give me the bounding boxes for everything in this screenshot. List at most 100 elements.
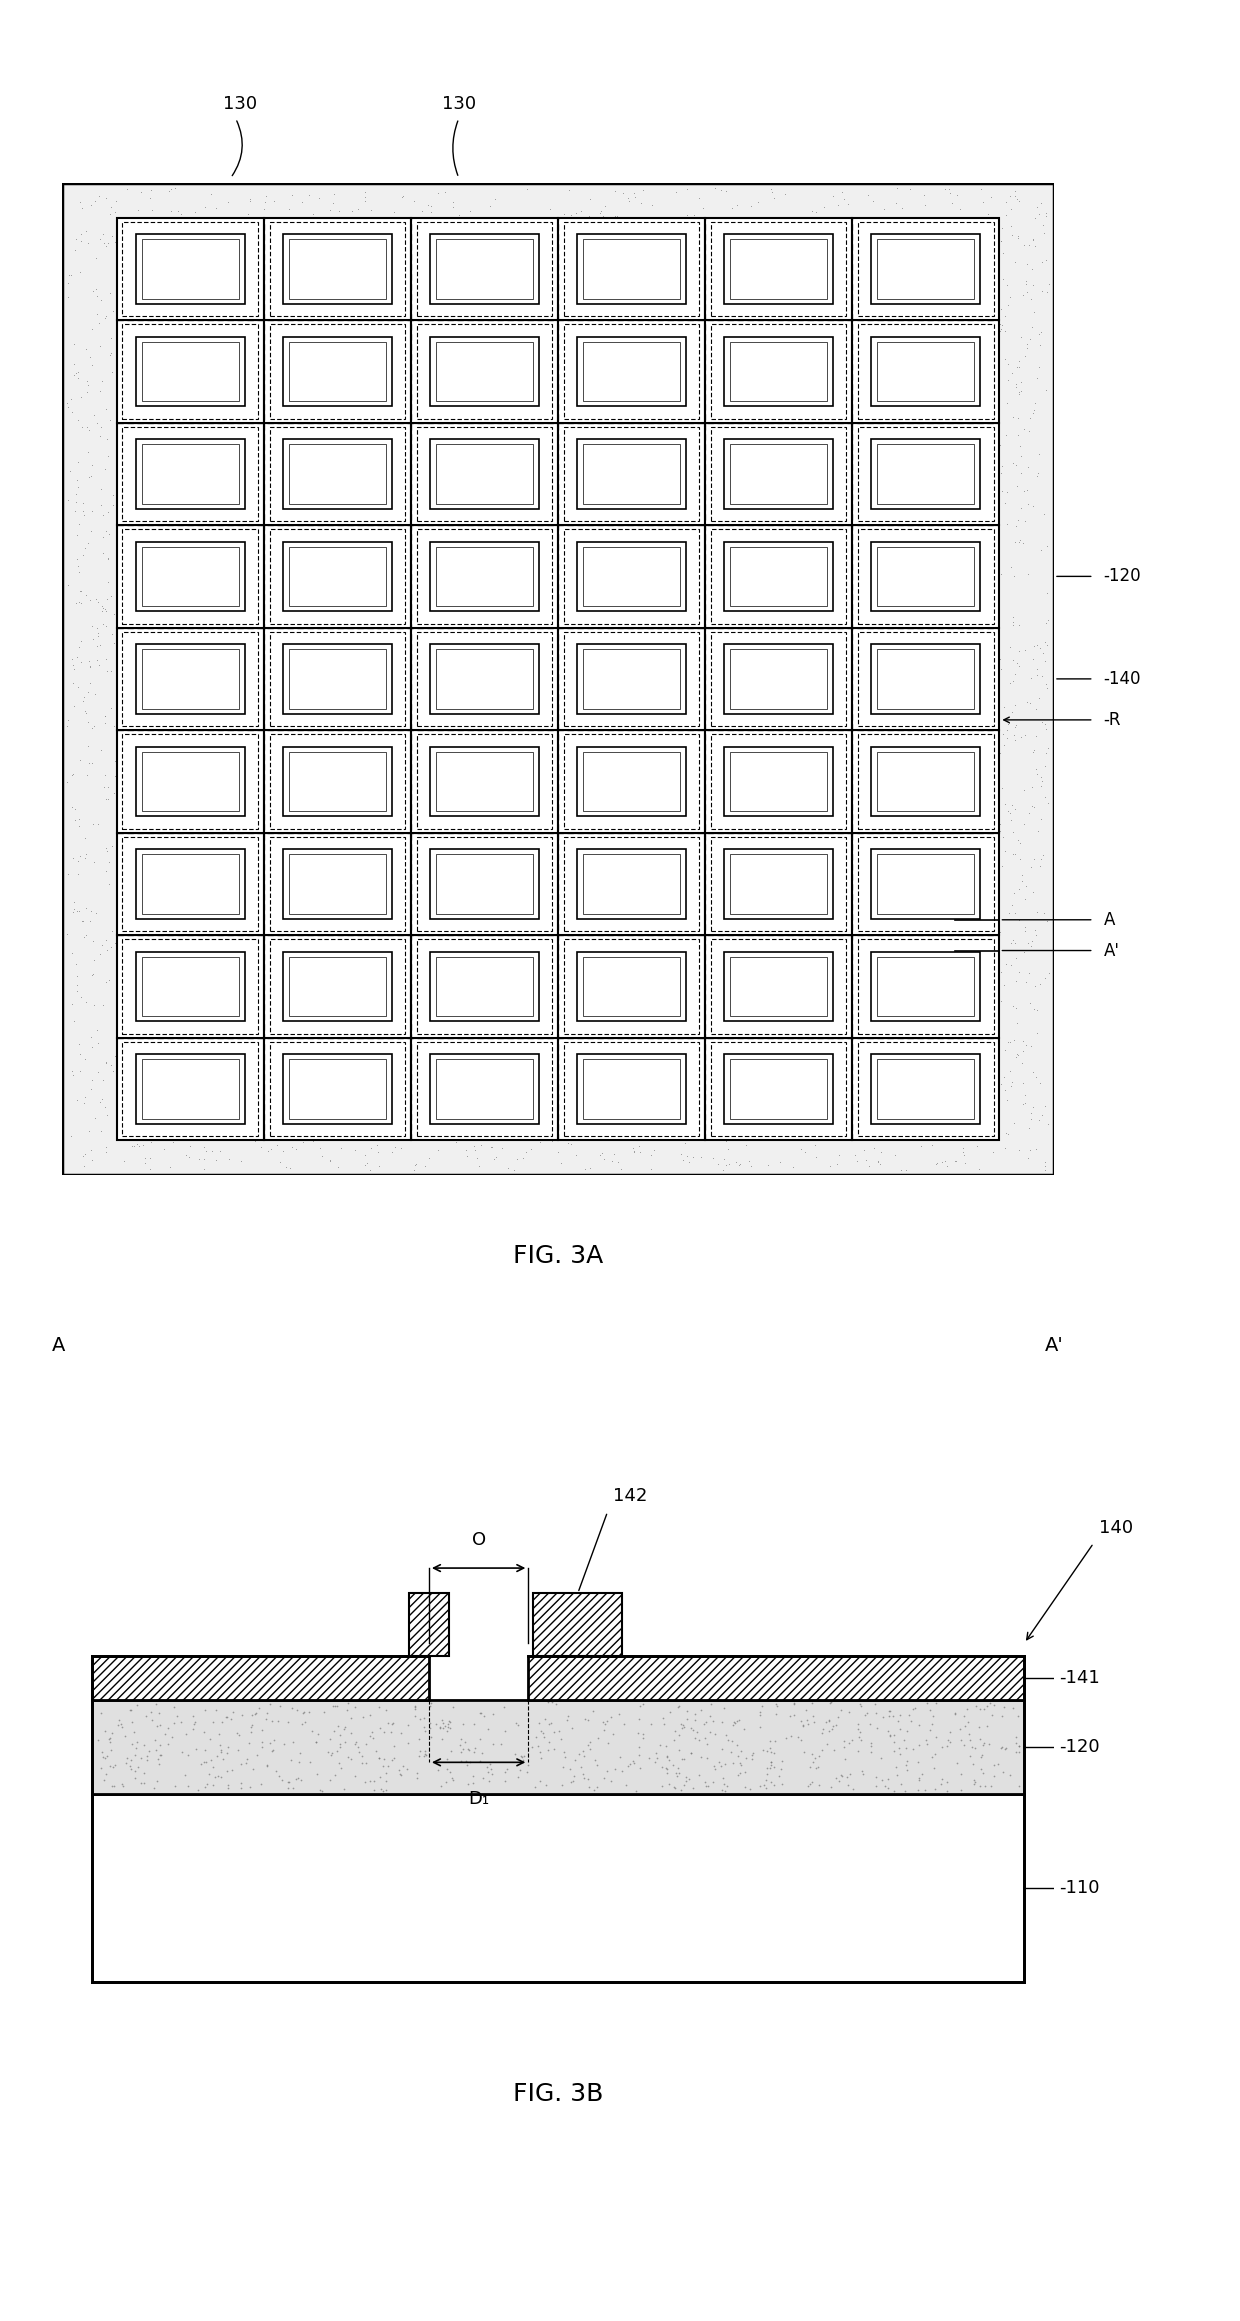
Point	[265, 659, 285, 696]
Point	[768, 408, 787, 446]
Point	[453, 655, 472, 692]
Point	[538, 1089, 558, 1126]
Point	[820, 262, 839, 299]
Point	[270, 1051, 290, 1089]
Point	[309, 550, 329, 587]
Point	[231, 248, 250, 285]
Point	[224, 801, 244, 838]
Point	[787, 650, 807, 687]
Point	[624, 794, 644, 831]
Point	[743, 954, 763, 991]
Point	[820, 1098, 839, 1135]
Point	[668, 620, 688, 657]
Point	[1009, 181, 1029, 218]
Point	[1016, 631, 1035, 668]
Point	[657, 1738, 677, 1776]
Point	[950, 583, 970, 620]
Point	[135, 884, 155, 921]
Bar	[135, 643, 244, 715]
Point	[448, 202, 467, 239]
Point	[481, 615, 501, 652]
Point	[229, 1026, 249, 1063]
Point	[1013, 1086, 1033, 1123]
Point	[549, 383, 569, 420]
Point	[823, 1040, 843, 1077]
Point	[113, 1769, 133, 1806]
Point	[843, 538, 863, 576]
Point	[893, 299, 913, 337]
Point	[250, 666, 270, 703]
Point	[340, 843, 360, 880]
Point	[122, 1704, 141, 1741]
Point	[327, 1149, 347, 1186]
Point	[482, 780, 502, 817]
Point	[624, 1054, 644, 1091]
Point	[322, 1734, 342, 1771]
Point	[564, 1757, 584, 1794]
Point	[775, 339, 795, 376]
Point	[931, 378, 951, 415]
Point	[615, 743, 635, 780]
Point	[837, 455, 857, 492]
Point	[846, 411, 866, 448]
Point	[837, 1759, 857, 1796]
Point	[704, 515, 724, 552]
Point	[645, 559, 665, 596]
Point	[321, 415, 341, 453]
Bar	[123, 1042, 258, 1135]
Point	[1035, 1151, 1055, 1188]
Point	[646, 1734, 666, 1771]
Point	[241, 1109, 260, 1147]
Point	[517, 1107, 537, 1144]
Point	[880, 1086, 900, 1123]
Point	[496, 819, 516, 856]
Point	[89, 176, 109, 214]
Point	[345, 940, 365, 977]
Point	[890, 592, 910, 629]
Point	[624, 986, 644, 1024]
Point	[666, 624, 686, 661]
Point	[355, 592, 374, 629]
Point	[388, 822, 408, 859]
Point	[548, 1116, 568, 1154]
Point	[469, 381, 489, 418]
Point	[391, 376, 410, 413]
Point	[246, 1014, 265, 1051]
Point	[982, 908, 1002, 945]
Point	[536, 845, 556, 882]
Point	[216, 295, 236, 332]
Point	[918, 404, 937, 441]
Point	[536, 655, 556, 692]
Point	[694, 680, 714, 717]
Point	[677, 1137, 697, 1174]
Point	[548, 339, 568, 376]
Point	[250, 374, 270, 411]
Point	[1012, 856, 1032, 894]
Point	[665, 348, 684, 385]
Point	[420, 1687, 440, 1725]
Point	[81, 186, 100, 223]
Point	[568, 624, 588, 661]
Point	[683, 1140, 703, 1177]
Point	[397, 543, 417, 580]
Point	[255, 304, 275, 341]
Bar	[706, 218, 852, 320]
Point	[992, 306, 1012, 344]
Point	[515, 1021, 534, 1058]
Point	[254, 1102, 274, 1140]
Point	[511, 1736, 531, 1773]
Point	[706, 615, 725, 652]
Point	[87, 276, 107, 313]
Point	[847, 265, 867, 302]
Point	[167, 652, 187, 689]
Point	[683, 262, 703, 299]
Point	[961, 652, 981, 689]
Point	[818, 534, 838, 571]
Point	[348, 573, 368, 610]
Point	[281, 940, 301, 977]
Point	[742, 1056, 761, 1093]
Point	[960, 1738, 980, 1776]
Point	[735, 1072, 755, 1109]
Point	[970, 244, 990, 281]
Point	[218, 1140, 238, 1177]
